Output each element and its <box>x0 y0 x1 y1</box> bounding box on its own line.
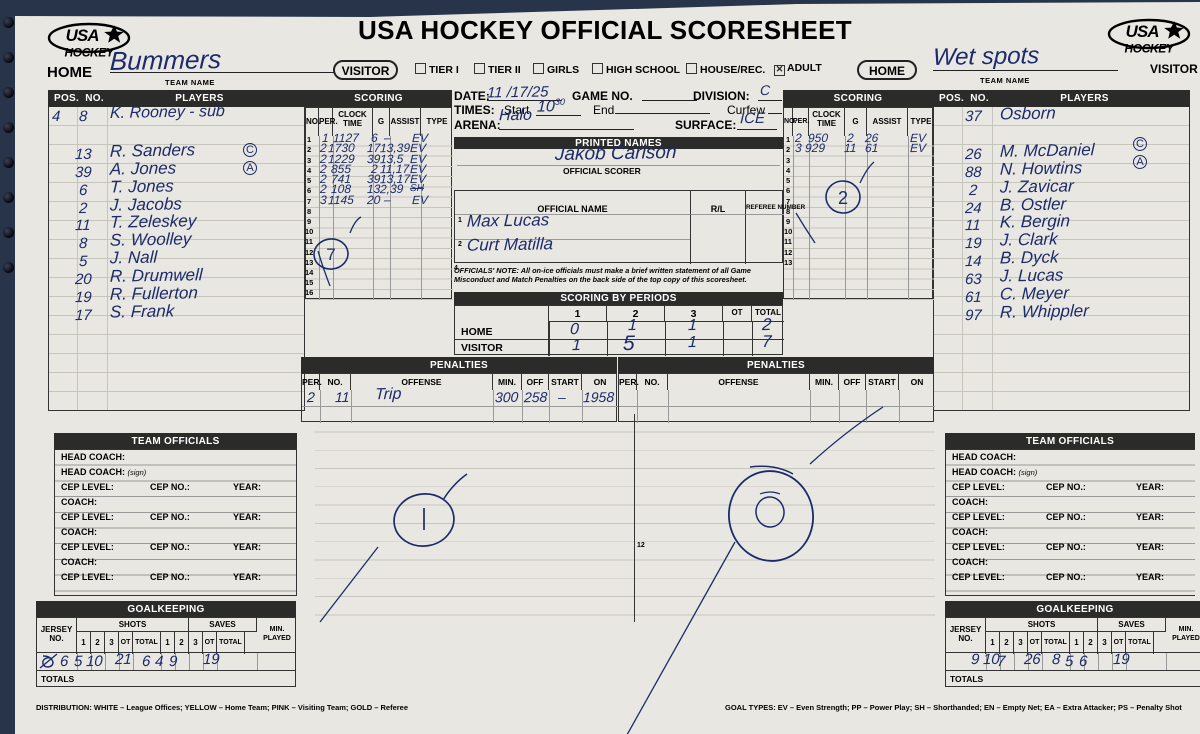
svg-text:2: 2 <box>838 188 848 208</box>
svg-text:HOCKEY: HOCKEY <box>65 45 115 58</box>
